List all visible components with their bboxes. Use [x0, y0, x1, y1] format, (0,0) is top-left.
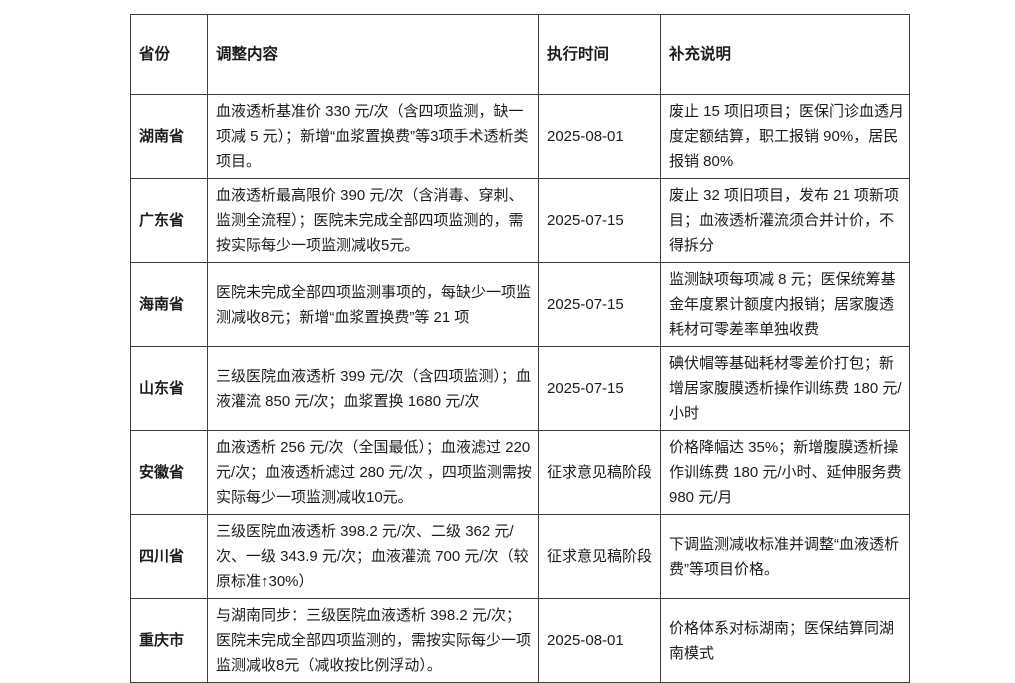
cell-time: 征求意见稿阶段 — [538, 514, 661, 599]
cell-province: 重庆市 — [130, 598, 208, 683]
cell-content: 血液透析最高限价 390 元/次（含消毒、穿刺、监测全流程）；医院未完成全部四项… — [207, 178, 539, 263]
cell-content: 三级医院血液透析 399 元/次（含四项监测）；血液灌流 850 元/次；血浆置… — [207, 346, 539, 431]
header-note: 补充说明 — [660, 14, 910, 95]
header-province: 省份 — [130, 14, 208, 95]
table-row: 湖南省 血液透析基准价 330 元/次（含四项监测，缺一项减 5 元）；新增“血… — [130, 94, 910, 179]
cell-content: 血液透析 256 元/次（全国最低）；血液滤过 220 元/次；血液透析滤过 2… — [207, 430, 539, 515]
cell-content: 与湖南同步：三级医院血液透析 398.2 元/次；医院未完成全部四项监测的，需按… — [207, 598, 539, 683]
cell-province: 广东省 — [130, 178, 208, 263]
table-row: 广东省 血液透析最高限价 390 元/次（含消毒、穿刺、监测全流程）；医院未完成… — [130, 178, 910, 263]
table-row: 安徽省 血液透析 256 元/次（全国最低）；血液滤过 220 元/次；血液透析… — [130, 430, 910, 515]
cell-note: 下调监测减收标准并调整“血液透析费”等项目价格。 — [660, 514, 910, 599]
dialysis-price-table-container: 省份 调整内容 执行时间 补充说明 湖南省 血液透析基准价 330 元/次（含四… — [130, 14, 910, 683]
cell-note: 碘伏帽等基础耗材零差价打包；新增居家腹膜透析操作训练费 180 元/小时 — [660, 346, 910, 431]
cell-province: 安徽省 — [130, 430, 208, 515]
cell-province: 四川省 — [130, 514, 208, 599]
cell-time: 2025-08-01 — [538, 598, 661, 683]
cell-note: 监测缺项每项减 8 元；医保统筹基金年度累计额度内报销；居家腹透耗材可零差率单独… — [660, 262, 910, 347]
table-row: 四川省 三级医院血液透析 398.2 元/次、二级 362 元/次、一级 343… — [130, 514, 910, 599]
cell-content: 医院未完成全部四项监测事项的，每缺少一项监测减收8元；新增“血浆置换费”等 21… — [207, 262, 539, 347]
cell-time: 2025-07-15 — [538, 346, 661, 431]
header-row: 省份 调整内容 执行时间 补充说明 — [130, 14, 910, 95]
header-content: 调整内容 — [207, 14, 539, 95]
cell-time: 2025-08-01 — [538, 94, 661, 179]
cell-note: 价格体系对标湖南；医保结算同湖南模式 — [660, 598, 910, 683]
cell-content: 血液透析基准价 330 元/次（含四项监测，缺一项减 5 元）；新增“血浆置换费… — [207, 94, 539, 179]
cell-time: 2025-07-15 — [538, 178, 661, 263]
header-time: 执行时间 — [538, 14, 661, 95]
cell-note: 价格降幅达 35%；新增腹膜透析操作训练费 180 元/小时、延伸服务费 980… — [660, 430, 910, 515]
cell-note: 废止 32 项旧项目，发布 21 项新项目；血液透析灌流须合并计价，不得拆分 — [660, 178, 910, 263]
cell-content: 三级医院血液透析 398.2 元/次、二级 362 元/次、一级 343.9 元… — [207, 514, 539, 599]
cell-province: 湖南省 — [130, 94, 208, 179]
cell-province: 海南省 — [130, 262, 208, 347]
table-row: 重庆市 与湖南同步：三级医院血液透析 398.2 元/次；医院未完成全部四项监测… — [130, 598, 910, 683]
table-body: 湖南省 血液透析基准价 330 元/次（含四项监测，缺一项减 5 元）；新增“血… — [130, 94, 910, 683]
table-header: 省份 调整内容 执行时间 补充说明 — [130, 14, 910, 95]
cell-time: 征求意见稿阶段 — [538, 430, 661, 515]
cell-time: 2025-07-15 — [538, 262, 661, 347]
cell-province: 山东省 — [130, 346, 208, 431]
table-row: 海南省 医院未完成全部四项监测事项的，每缺少一项监测减收8元；新增“血浆置换费”… — [130, 262, 910, 347]
dialysis-price-table: 省份 调整内容 执行时间 补充说明 湖南省 血液透析基准价 330 元/次（含四… — [130, 14, 910, 683]
table-row: 山东省 三级医院血液透析 399 元/次（含四项监测）；血液灌流 850 元/次… — [130, 346, 910, 431]
cell-note: 废止 15 项旧项目；医保门诊血透月度定额结算，职工报销 90%，居民报销 80… — [660, 94, 910, 179]
